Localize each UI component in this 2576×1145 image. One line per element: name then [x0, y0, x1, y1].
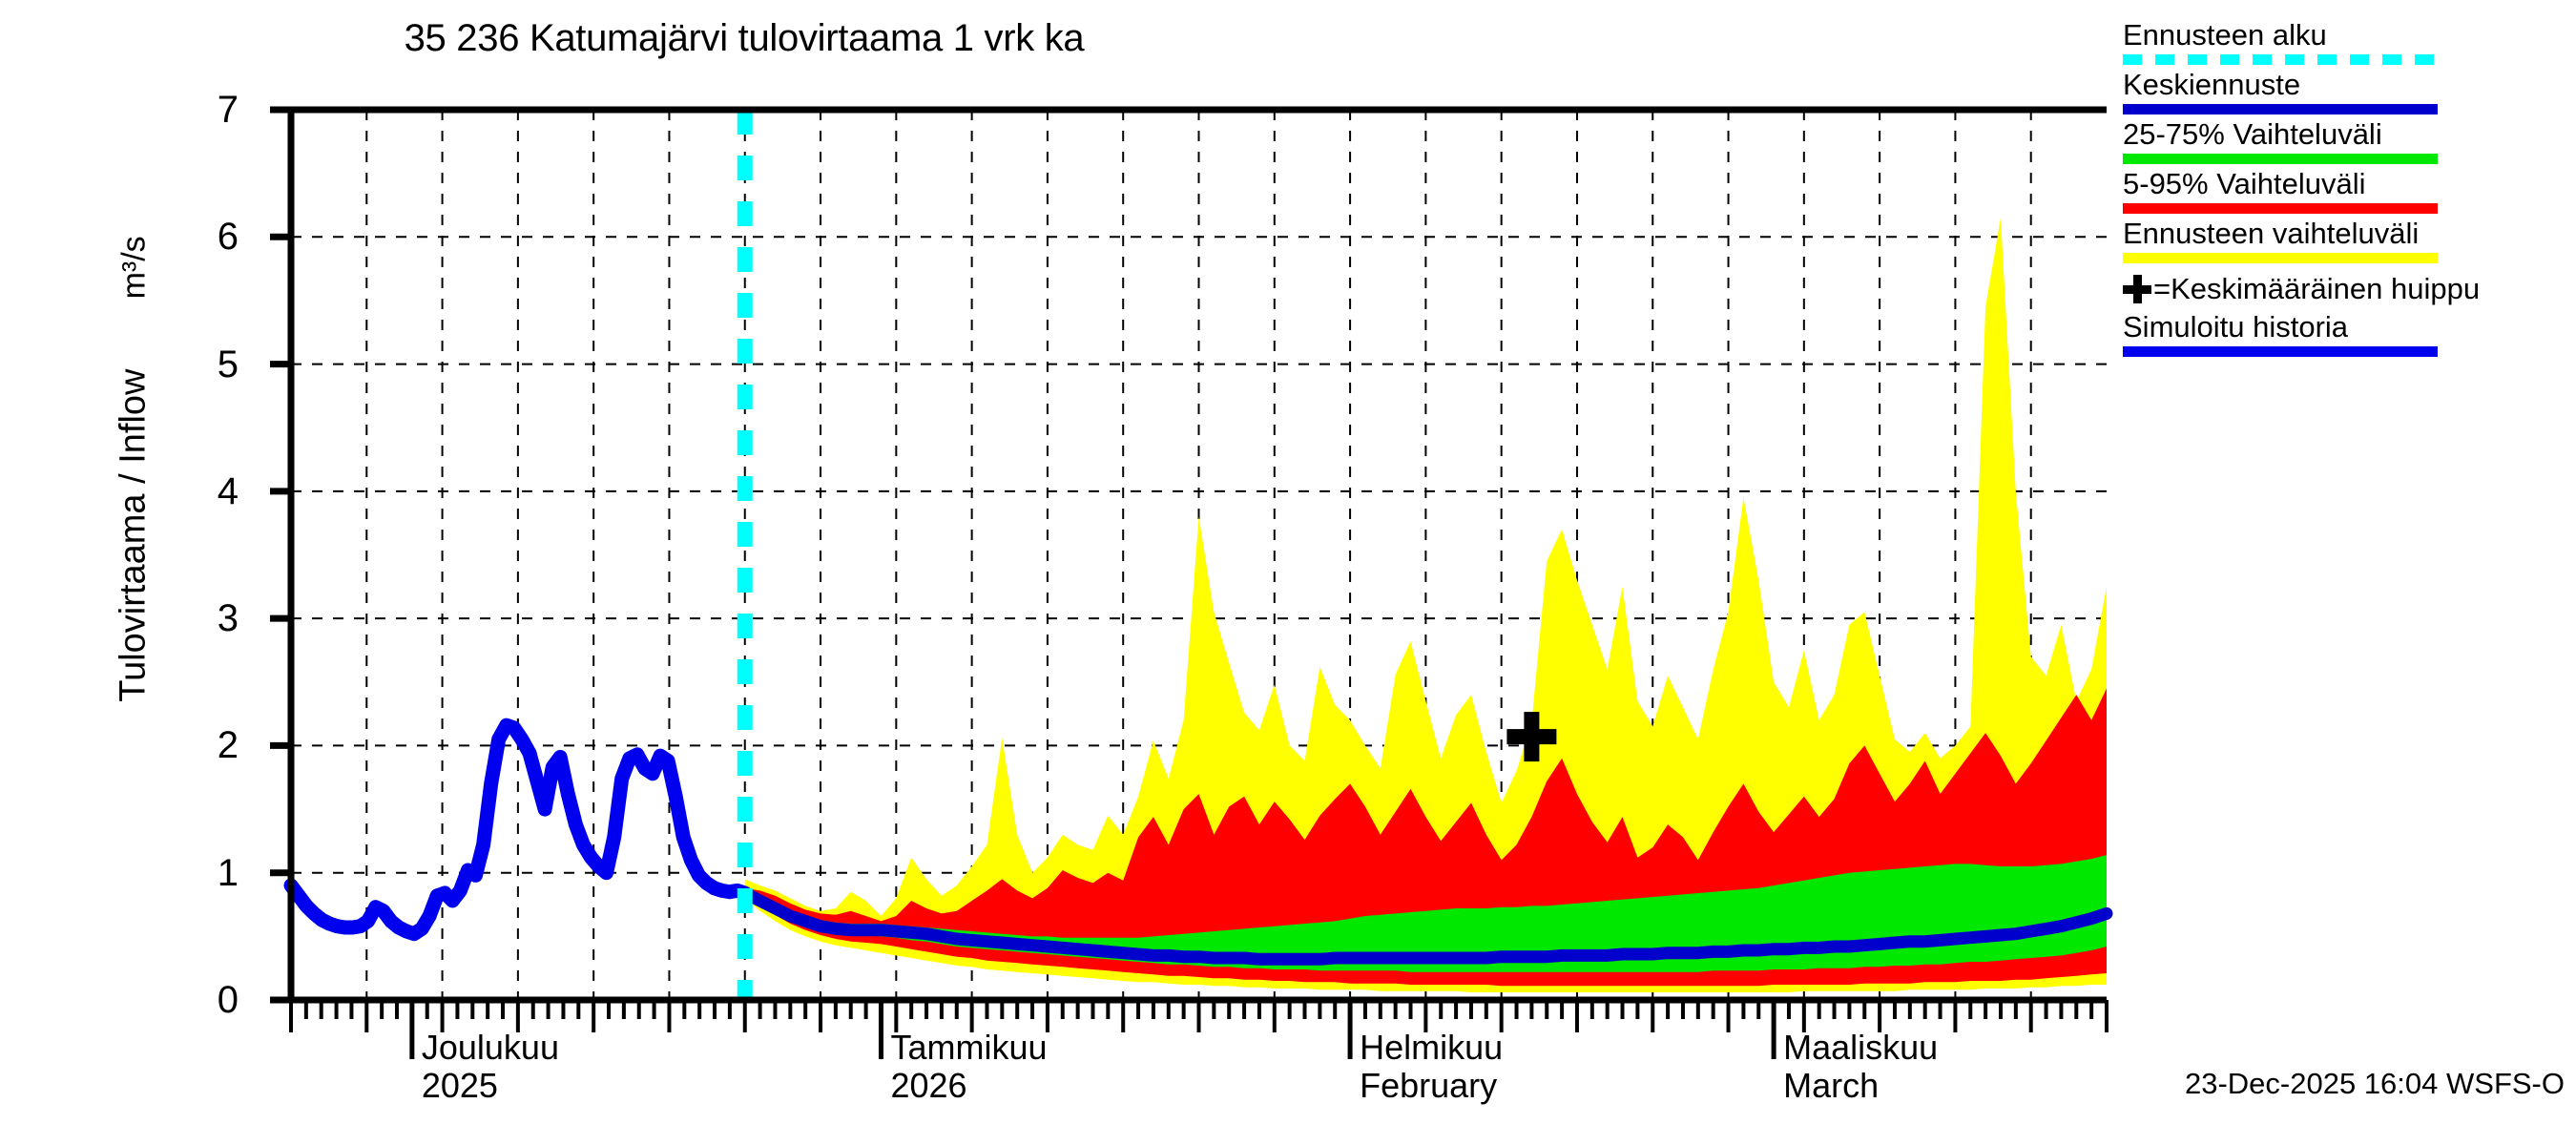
- x-tick-label-fi: Tammikuu: [890, 1028, 1048, 1067]
- legend-item: Ennusteen alku: [2123, 19, 2571, 65]
- y-axis-unit: m³/s: [115, 236, 153, 300]
- legend-item: 5-95% Vaihteluväli: [2123, 168, 2571, 214]
- legend-item: 25-75% Vaihteluväli: [2123, 118, 2571, 164]
- x-tick-label-fi: Helmikuu: [1360, 1028, 1504, 1067]
- x-tick-label-fi: Maaliskuu: [1783, 1028, 1939, 1067]
- y-tick-label: 3: [217, 597, 239, 640]
- chart-title: 35 236 Katumajärvi tulovirtaama 1 vrk ka: [404, 17, 1085, 59]
- legend-label: 5-95% Vaihteluväli: [2123, 167, 2366, 200]
- x-tick-label: Tammikuu 2026: [890, 1029, 1047, 1104]
- y-tick-label: 5: [217, 343, 239, 385]
- x-tick-label: Helmikuu February: [1360, 1029, 1503, 1104]
- y-tick-label: 1: [217, 851, 239, 894]
- legend-item: Ennusteen vaihteluväli: [2123, 218, 2571, 263]
- legend-label: Ennusteen alku: [2123, 18, 2327, 52]
- legend-label: Ennusteen vaihteluväli: [2123, 217, 2420, 250]
- x-tick-label-secondary: March: [1783, 1065, 1880, 1105]
- y-tick-label: 2: [217, 724, 239, 767]
- legend-item: Simuloitu historia: [2123, 311, 2571, 357]
- legend-label: Simuloitu historia: [2123, 310, 2349, 344]
- legend-label: Keskiennuste: [2123, 68, 2301, 101]
- legend-label: =Keskimääräinen huippu: [2153, 272, 2481, 305]
- y-axis-label-text: Tulovirtaama / Inflow: [113, 368, 154, 702]
- legend-item: Keskiennuste: [2123, 69, 2571, 114]
- footer-timestamp: 23-Dec-2025 16:04 WSFS-O: [2184, 1067, 2565, 1100]
- legend-swatch: [2123, 346, 2438, 357]
- y-axis-ticks: 0 1 2 3 4 5 6 7: [172, 0, 239, 1145]
- x-tick-label: Joulukuu 2025: [422, 1029, 559, 1104]
- y-tick-label: 6: [217, 216, 239, 259]
- legend-swatch: [2123, 253, 2438, 263]
- x-tick-label-fi: Joulukuu: [421, 1028, 559, 1067]
- x-tick-label-secondary: February: [1360, 1065, 1498, 1105]
- x-tick-label: Maaliskuu March: [1783, 1029, 1938, 1104]
- y-tick-label: 0: [217, 979, 239, 1021]
- legend-label: 25-75% Vaihteluväli: [2123, 117, 2382, 151]
- x-tick-label-secondary: 2026: [890, 1065, 967, 1105]
- legend-swatch: [2123, 54, 2438, 65]
- legend-swatch: [2123, 203, 2438, 214]
- plus-marker-icon: [2123, 275, 2151, 303]
- y-axis-label: Tulovirtaama / Inflow m³/s: [114, 88, 155, 851]
- y-tick-label: 7: [217, 89, 239, 131]
- legend-swatch: [2123, 104, 2438, 114]
- y-tick-label: 4: [217, 469, 239, 512]
- x-tick-label-secondary: 2025: [421, 1065, 498, 1105]
- legend-swatch: [2123, 154, 2438, 164]
- chart-legend: Ennusteen alku Keskiennuste 25-75% Vaihtel…: [2123, 19, 2571, 361]
- legend-peak-marker-row: =Keskimääräinen huippu: [2123, 273, 2571, 305]
- legend-item: =Keskimääräinen huippu: [2123, 273, 2571, 305]
